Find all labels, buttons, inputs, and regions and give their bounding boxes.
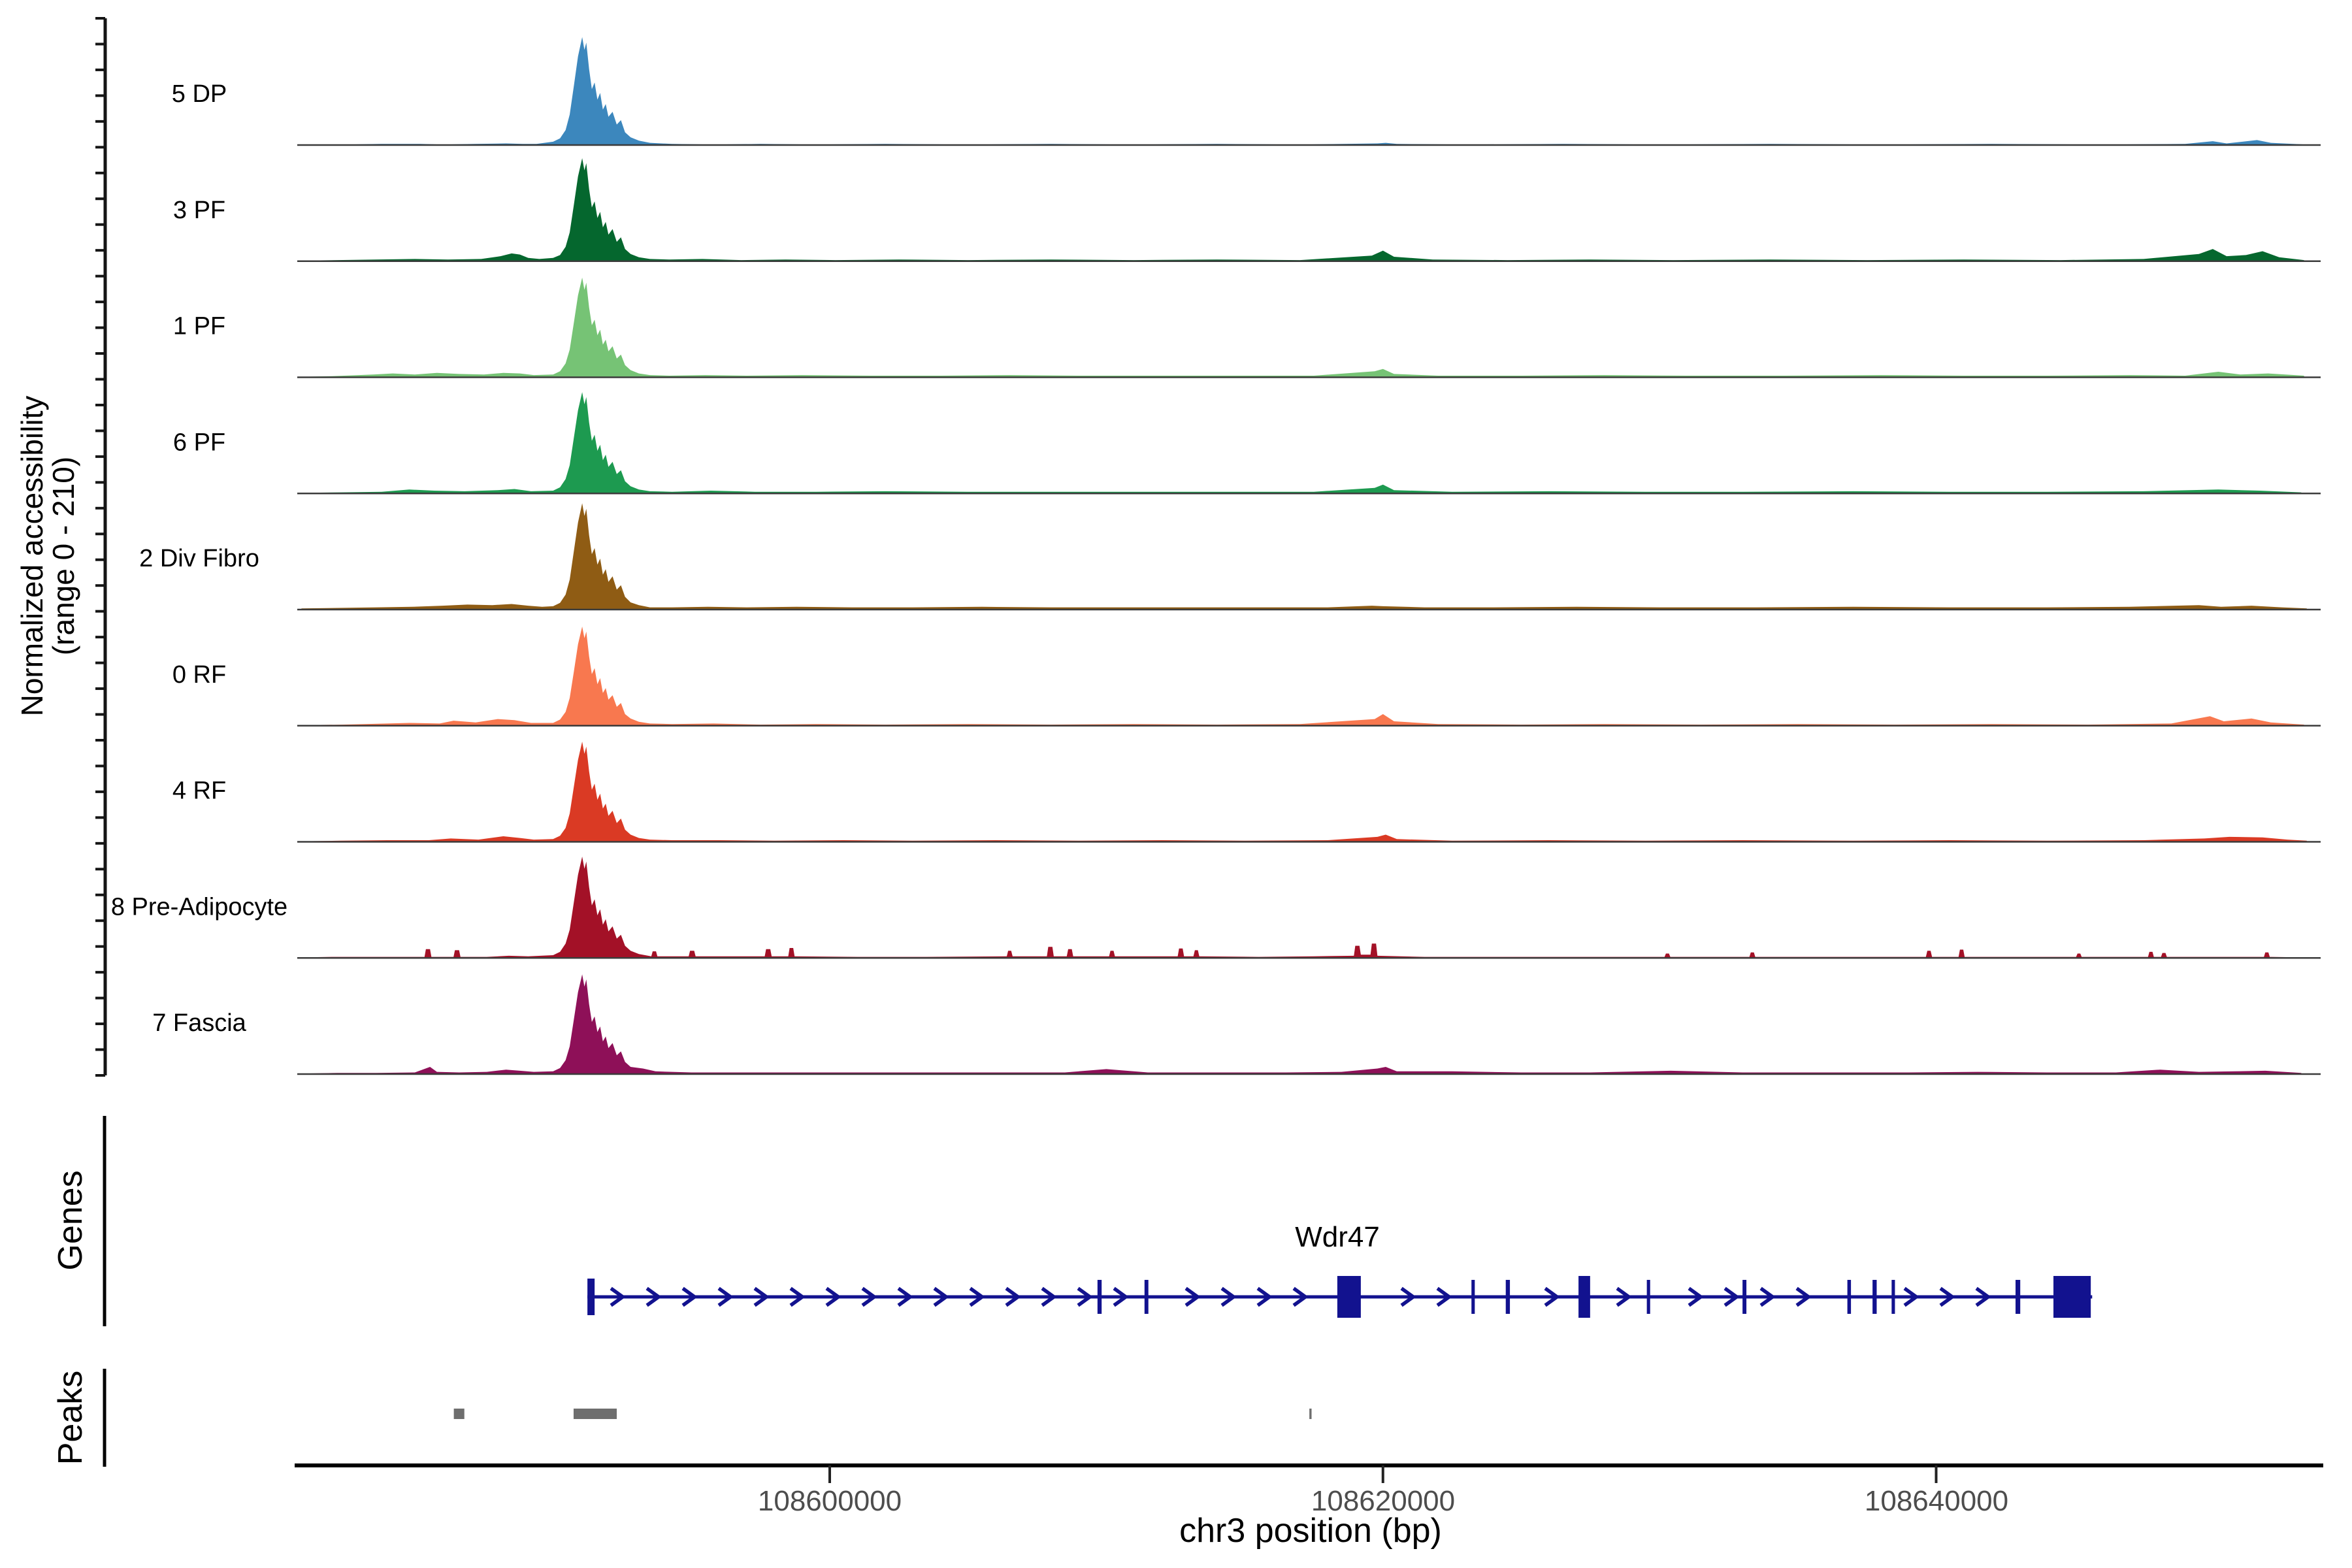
x-tick-label-108640000: 108640000 — [1865, 1485, 2008, 1517]
exon-rect — [2053, 1276, 2091, 1318]
peak-rect — [573, 1409, 617, 1419]
exon-rect — [587, 1279, 595, 1315]
exon-rect — [1742, 1280, 1747, 1314]
intron-strand-arrow-icon — [1005, 1286, 1021, 1307]
intron-strand-arrow-icon — [610, 1286, 626, 1307]
intron-strand-arrow-icon — [1041, 1286, 1057, 1307]
intron-strand-arrow-icon — [1903, 1286, 1919, 1307]
intron-strand-arrow-icon — [1292, 1286, 1309, 1307]
signal-track: 3 PF — [173, 158, 2321, 262]
intron-strand-arrow-icon — [1436, 1286, 1452, 1307]
intron-strand-arrow-icon — [1077, 1286, 1093, 1307]
intron-strand-arrow-icon — [1688, 1286, 1704, 1307]
intron-strand-arrow-icon — [1616, 1286, 1632, 1307]
signal-track: 4 RF — [172, 742, 2321, 843]
intron-strand-arrow-icon — [1759, 1286, 1776, 1307]
intron-strand-arrow-icon — [1220, 1286, 1237, 1307]
track-signal-area — [301, 503, 2307, 610]
track-signal-area — [301, 277, 2304, 378]
exon-rect — [1891, 1280, 1895, 1314]
track-label: 1 PF — [173, 313, 225, 340]
intron-strand-arrow-icon — [1400, 1286, 1416, 1307]
signal-track: 0 RF — [172, 627, 2321, 727]
y-axis-label-line1: Normalized accessibility — [15, 396, 49, 717]
genes-section-label: Genes — [52, 1170, 90, 1270]
x-axis — [295, 1463, 2323, 1483]
track-signal-area — [301, 392, 2302, 494]
intron-strand-arrow-icon — [861, 1286, 877, 1307]
exon-rect — [1097, 1280, 1102, 1314]
track-label: 6 PF — [173, 429, 225, 456]
intron-strand-arrow-icon — [789, 1286, 806, 1307]
track-signal-area — [301, 37, 2307, 146]
track-label: 7 Fascia — [152, 1009, 246, 1037]
exon-rect — [1505, 1280, 1511, 1314]
track-signal-area — [301, 742, 2307, 842]
peak-rect — [1309, 1409, 1312, 1419]
track-signal-area — [301, 627, 2304, 726]
track-label: 0 RF — [172, 661, 226, 689]
intron-strand-arrow-icon — [753, 1286, 770, 1307]
exon-rect — [1578, 1276, 1590, 1318]
signal-track: 8 Pre-Adipocyte — [111, 857, 2321, 959]
intron-strand-arrow-icon — [645, 1286, 662, 1307]
signal-track: 6 PF — [173, 392, 2321, 495]
exon-rect — [1872, 1280, 1877, 1314]
track-label: 8 Pre-Adipocyte — [111, 893, 287, 921]
exon-rect — [1471, 1280, 1475, 1314]
track-signal-area — [301, 974, 2302, 1074]
peak-rect — [453, 1409, 465, 1419]
intron-strand-arrow-icon — [681, 1286, 698, 1307]
exon-rect — [1337, 1276, 1361, 1318]
track-signal-area — [301, 857, 2304, 958]
track-label: 5 DP — [172, 80, 227, 108]
peaks-track — [453, 1409, 1312, 1419]
intron-strand-arrow-icon — [1975, 1286, 1991, 1307]
exon-rect — [1144, 1280, 1149, 1314]
intron-strand-arrow-icon — [1939, 1286, 1955, 1307]
intron-strand-arrow-icon — [969, 1286, 985, 1307]
accessibility-y-axis — [95, 17, 107, 1077]
exon-rect — [2016, 1280, 2021, 1314]
signal-track: 2 Div Fibro — [139, 503, 2321, 611]
intron-strand-arrow-icon — [1795, 1286, 1812, 1307]
intron-strand-arrow-icon — [717, 1286, 734, 1307]
x-tick-label-108600000: 108600000 — [758, 1485, 902, 1517]
track-label: 2 Div Fibro — [139, 545, 259, 572]
gene-model-track — [587, 1276, 2093, 1318]
intron-strand-arrow-icon — [1544, 1286, 1560, 1307]
peaks-section-label: Peaks — [52, 1371, 90, 1465]
track-label: 3 PF — [173, 197, 225, 224]
intron-strand-arrow-icon — [933, 1286, 949, 1307]
exon-rect — [1646, 1280, 1650, 1314]
gene-name-label: Wdr47 — [1295, 1221, 1380, 1253]
track-signal-area — [301, 158, 2304, 261]
intron-strand-arrow-icon — [1113, 1286, 1129, 1307]
y-axis-label-line2: (range 0 - 210) — [46, 457, 80, 655]
intron-strand-arrow-icon — [825, 1286, 841, 1307]
x-axis-title: chr3 position (bp) — [1179, 1512, 1442, 1550]
intron-strand-arrow-icon — [1723, 1286, 1740, 1307]
intron-strand-arrow-icon — [1256, 1286, 1273, 1307]
intron-strand-arrow-icon — [1184, 1286, 1201, 1307]
signal-track: 5 DP — [172, 37, 2321, 146]
track-label: 4 RF — [172, 777, 226, 805]
x-tick-label-108620000: 108620000 — [1311, 1485, 1455, 1517]
signal-track: 7 Fascia — [152, 974, 2321, 1075]
signal-tracks: 5 DP 3 PF 1 PF 6 PF 2 Div Fibro 0 RF 4 RF 8 Pre… — [111, 37, 2321, 1075]
intron-strand-arrow-icon — [897, 1286, 913, 1307]
signal-track: 1 PF — [173, 277, 2321, 378]
exon-rect — [1847, 1280, 1852, 1314]
